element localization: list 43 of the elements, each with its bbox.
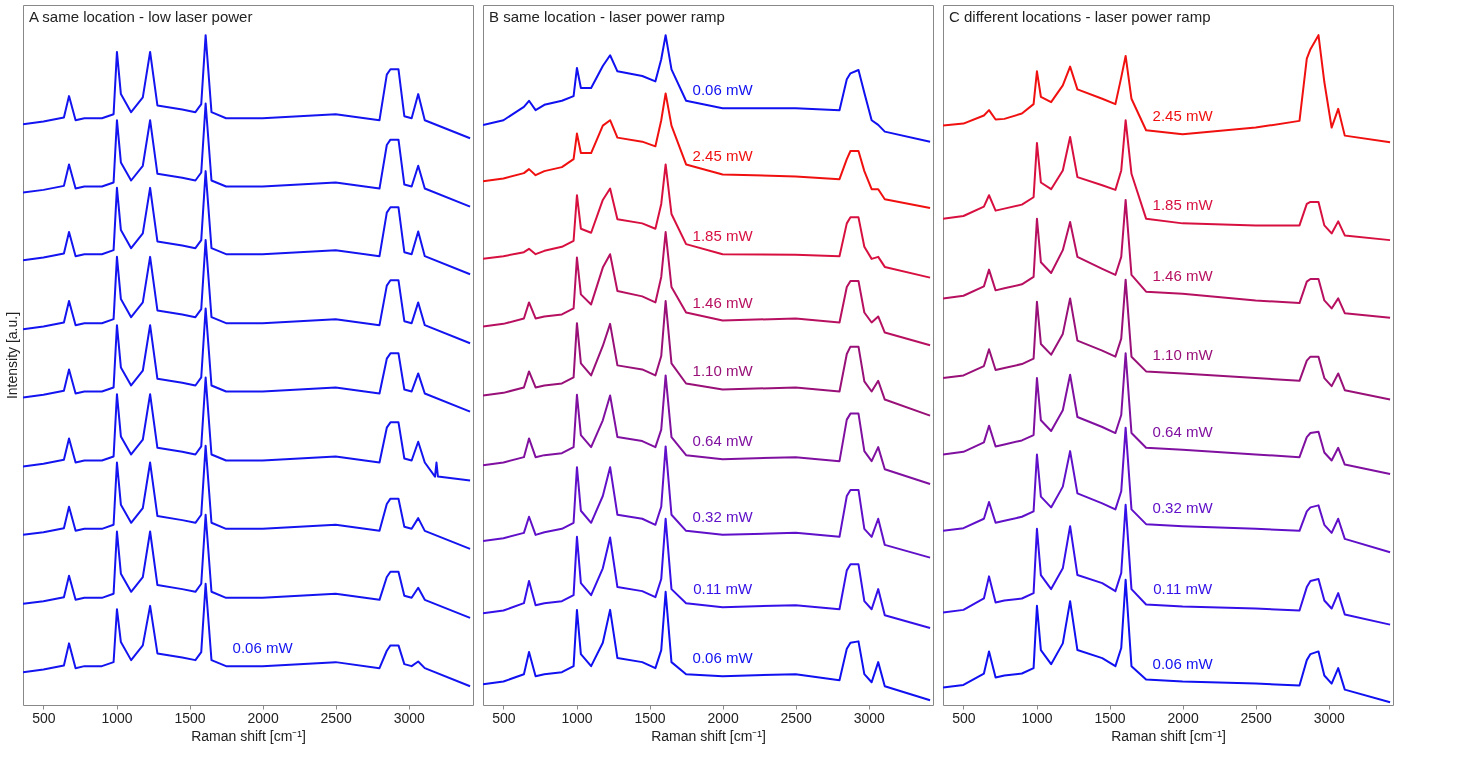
x-axis-title: Raman shift [cm⁻¹] — [651, 727, 766, 744]
x-tick-label: 1500 — [174, 709, 206, 726]
x-tick-label: 500 — [492, 709, 516, 726]
series-label: 1.46 mW — [692, 293, 754, 311]
x-axis-title: Raman shift [cm⁻¹] — [191, 727, 306, 744]
series-label: 2.45 mW — [1152, 107, 1214, 125]
x-tick-label: 1000 — [561, 709, 593, 726]
series-label: 0.06 mW — [692, 649, 754, 667]
x-tick-label: 2500 — [780, 709, 812, 726]
series-label: 0.06 mW — [692, 81, 754, 99]
x-tick-label: 2000 — [1167, 709, 1199, 726]
x-tick-label: 500 — [952, 709, 976, 726]
series-label: 2.45 mW — [692, 147, 754, 165]
x-tick-label: 500 — [32, 709, 56, 726]
series-label: 0.11 mW — [1153, 579, 1213, 597]
series-label: 0.32 mW — [692, 507, 754, 525]
x-tick-label: 1500 — [634, 709, 666, 726]
series-label: 1.10 mW — [1152, 346, 1214, 364]
y-axis-title: Intensity [a.u.] — [3, 311, 20, 400]
x-tick-label: 2000 — [247, 709, 279, 726]
x-tick-label: 2500 — [1240, 709, 1272, 726]
x-tick-label: 2500 — [320, 709, 352, 726]
chart-title: C different locations - laser power ramp — [949, 8, 1211, 25]
x-axis-title: Raman shift [cm⁻¹] — [1111, 727, 1226, 744]
series-label: 1.85 mW — [1152, 196, 1214, 214]
chart-title: A same location - low laser power — [29, 8, 253, 25]
x-tick-label: 3000 — [393, 709, 425, 726]
series-label: 0.32 mW — [1152, 499, 1214, 517]
x-tick-label: 2000 — [707, 709, 739, 726]
series-label: 0.06 mW — [1152, 654, 1214, 672]
x-tick-label: 1000 — [1021, 709, 1053, 726]
series-label: 0.64 mW — [1152, 422, 1214, 440]
series-label: 0.06 mW — [232, 639, 294, 657]
series-label: 1.10 mW — [692, 362, 754, 380]
chart-title: B same location - laser power ramp — [489, 8, 725, 25]
series-label: 0.64 mW — [692, 432, 754, 450]
x-tick-label: 3000 — [853, 709, 885, 726]
series-label: 1.46 mW — [1152, 266, 1214, 284]
x-tick-label: 1500 — [1094, 709, 1126, 726]
series-label: 1.85 mW — [692, 227, 754, 245]
x-tick-label: 1000 — [101, 709, 133, 726]
x-tick-label: 3000 — [1313, 709, 1345, 726]
series-label: 0.11 mW — [693, 580, 753, 598]
